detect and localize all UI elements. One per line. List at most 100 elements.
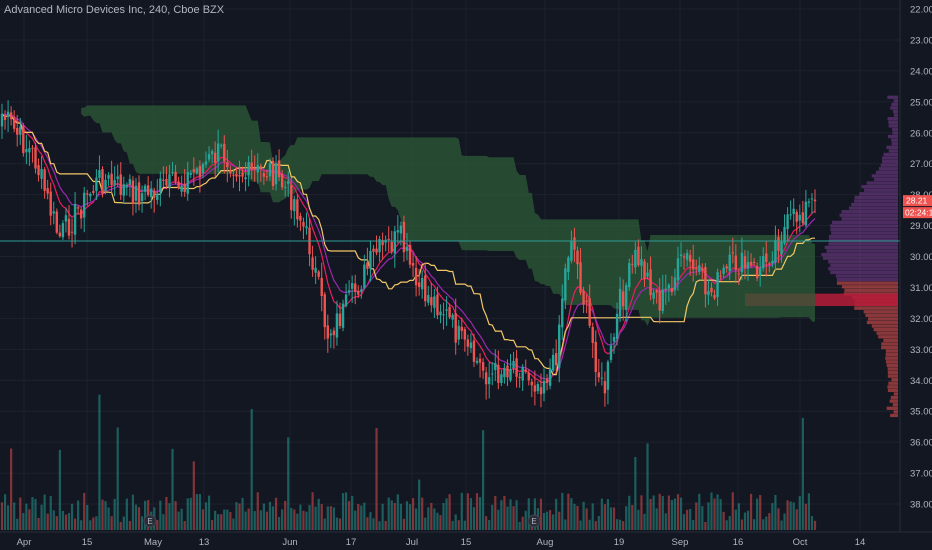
candle-body [314,267,317,273]
volume-profile-row [880,163,898,167]
candle-body [704,266,707,295]
candle-body [649,269,652,296]
candle-body [305,226,308,229]
candle-body [603,381,607,394]
volume-bar [290,507,293,530]
volume-profile-row [828,267,898,271]
volume-bar [137,507,141,530]
candle-body [427,294,430,303]
volume-bar [259,510,262,530]
volume-profile-row [864,188,898,192]
volume-profile-row [830,227,898,232]
volume-profile-row [866,181,898,185]
volume-bar [673,498,677,530]
candle-body [89,193,92,197]
volume-profile-row [876,331,898,335]
candle-body [469,342,473,349]
candle-body [293,199,296,212]
candle-body [302,221,305,227]
volume-bar [86,504,89,530]
volume-bar [801,417,804,530]
volume-bar [165,496,168,530]
candle-body [749,261,753,265]
time-tick-label: 16 [733,537,744,548]
volume-bar [762,519,765,530]
volume-bar [600,498,603,530]
candle-body [783,226,786,244]
candle-body [317,271,320,277]
volume-profile-row [841,285,898,289]
volume-bar [253,511,256,530]
price-axis-background [900,0,932,536]
volume-bar [485,516,488,530]
volume-profile-row [865,313,898,317]
volume-bar [698,493,701,530]
volume-bar [488,519,491,530]
candle-body [405,246,409,251]
earnings-marker[interactable] [527,514,541,528]
volume-profile-row [886,363,898,368]
candle-body [436,294,439,316]
time-axis[interactable]: Apr 15 May 13 Jun 17 Jul 15 Aug 19 Sep 16 Oct 14 [17,537,866,548]
price-tick-label: 24.00 [910,66,932,77]
volume-bar [195,494,198,530]
candle-body [789,214,792,216]
candle-body [22,125,25,154]
volume-bar [247,508,250,530]
volume-bar [658,493,661,530]
earnings-marker[interactable] [143,514,157,528]
volume-bar [552,514,555,530]
candle-body [521,366,524,381]
candle-body [625,285,628,310]
candle-body [73,203,77,235]
volume-bar [759,495,762,530]
candle-body [101,169,104,194]
candle-body [497,364,500,383]
volume-bar [682,514,686,530]
candle-body [475,360,479,363]
price-tick-label: 35.00 [910,407,932,418]
volume-bar [619,519,622,530]
volume-profile-row [888,149,898,153]
candle-body [113,180,116,186]
volume-bar [46,513,49,530]
volume-bar [506,506,509,530]
volume-bar [719,499,722,530]
candle-body [247,162,250,176]
candle-body [52,211,55,214]
volume-bar [229,512,232,530]
volume-bar [561,492,564,530]
candle-body [366,262,369,269]
volume-bar [299,504,302,530]
volume-profile-row [871,174,898,178]
chart-title: Advanced Micro Devices Inc, 240, Cboe BZ… [4,4,225,16]
volume-profile-row [841,210,898,214]
candle-body [478,358,482,363]
candle-body [338,313,342,327]
volume-bar [439,515,442,530]
candle-body [424,275,427,302]
volume-bar [567,493,570,530]
price-tick-label: 31.00 [910,283,932,294]
candle-body [780,241,783,255]
candle-body [445,309,448,311]
volume-bar [789,501,792,530]
candle-body [70,231,74,233]
candle-body [49,191,52,216]
candle-body [670,287,674,293]
volume-profile-row [890,413,898,418]
candle-body [576,250,579,265]
candle-body [43,169,46,191]
volume-bar [740,519,744,530]
candle-body [98,170,101,178]
volume-bar [813,520,817,530]
candle-body [238,175,241,177]
candle-body [606,361,610,390]
price-axis[interactable]: 22.0023.0024.0025.0026.0027.0028.0029.00… [910,5,932,511]
candlesticks[interactable] [0,100,817,408]
candle-body [226,162,229,168]
volume-profile-row [830,270,898,275]
candle-body [792,208,795,215]
